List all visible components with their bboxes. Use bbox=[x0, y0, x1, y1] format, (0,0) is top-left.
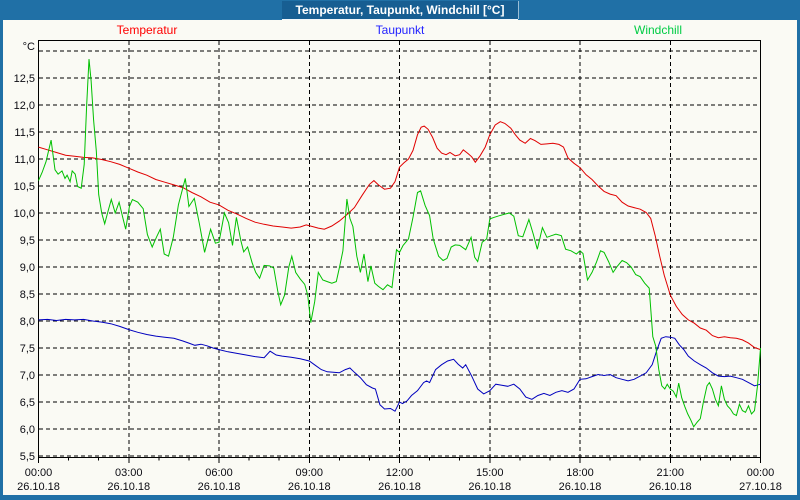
x-tick-time-label: 00:00 bbox=[747, 467, 775, 479]
y-tick-label: 10,5 bbox=[14, 181, 35, 193]
y-tick-label: 7,0 bbox=[20, 370, 35, 382]
x-tick-time-label: 15:00 bbox=[476, 467, 504, 479]
plot-frame bbox=[38, 40, 761, 458]
y-tick-label: 12,5 bbox=[14, 73, 35, 85]
y-tick-label: 8,0 bbox=[20, 316, 35, 328]
legend-item-taupunkt: Taupunkt bbox=[375, 23, 425, 37]
x-tick-time-label: 18:00 bbox=[566, 467, 594, 479]
y-tick-label: 9,0 bbox=[20, 262, 35, 274]
x-tick-time-label: 06:00 bbox=[205, 467, 233, 479]
x-tick-date-label: 26.10.18 bbox=[649, 481, 692, 493]
y-tick-label: 8,5 bbox=[20, 289, 35, 301]
y-tick-label: 12,0 bbox=[14, 100, 35, 112]
x-tick-time-label: 03:00 bbox=[115, 467, 143, 479]
x-tick-time-label: 12:00 bbox=[386, 467, 414, 479]
x-tick-date-label: 27.10.18 bbox=[739, 481, 782, 493]
legend-item-temperatur: Temperatur bbox=[116, 23, 178, 37]
x-tick-time-label: 00:00 bbox=[25, 467, 53, 479]
y-tick-label: 10,0 bbox=[14, 208, 35, 220]
y-tick-label: 7,5 bbox=[20, 343, 35, 355]
y-tick-label: 11,0 bbox=[14, 154, 35, 166]
legend-item-windchill: Windchill bbox=[633, 23, 683, 37]
title-bar: Temperatur, Taupunkt, Windchill [°C] bbox=[3, 0, 797, 20]
chart-plot-area: 5,5 6,0 6,5 7,0 7,5 8,0 8,5 9,0 9,5 10,0 10,5 11,0 1… bbox=[14, 40, 782, 493]
x-tick-date-label: 26.10.18 bbox=[468, 481, 511, 493]
x-tick-date-label: 26.10.18 bbox=[107, 481, 150, 493]
x-tick-date-label: 26.10.18 bbox=[288, 481, 331, 493]
series-line-taupunkt bbox=[38, 318, 761, 412]
y-axis-unit-label: °C bbox=[23, 41, 35, 53]
x-tick-date-label: 26.10.18 bbox=[559, 481, 602, 493]
y-tick-label: 6,0 bbox=[20, 424, 35, 436]
chart-title: Temperatur, Taupunkt, Windchill [°C] bbox=[281, 1, 519, 19]
series-line-windchill bbox=[38, 59, 761, 428]
y-tick-label: 9,5 bbox=[20, 235, 35, 247]
y-tick-label: 6,5 bbox=[20, 397, 35, 409]
x-tick-date-label: 26.10.18 bbox=[17, 481, 60, 493]
x-tick-time-label: 09:00 bbox=[295, 467, 323, 479]
y-tick-label: 11,5 bbox=[14, 127, 35, 139]
y-tick-label: 5,5 bbox=[20, 451, 35, 463]
x-tick-date-label: 26.10.18 bbox=[198, 481, 241, 493]
x-tick-time-label: 21:00 bbox=[656, 467, 684, 479]
x-tick-date-label: 26.10.18 bbox=[378, 481, 421, 493]
series-line-temperatur bbox=[38, 121, 761, 351]
